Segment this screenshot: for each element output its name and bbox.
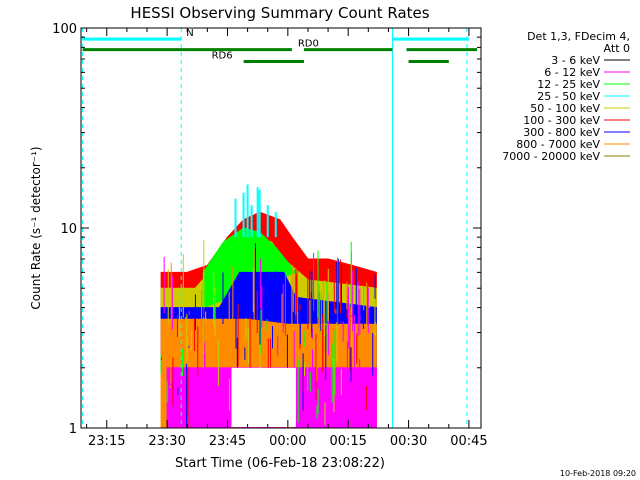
x-axis: 23:15 23:30 23:45 00:00 00:15 00:30 00:45 bbox=[86, 28, 488, 449]
legend-label: 6 - 12 keV bbox=[544, 66, 600, 79]
plot-area: N RD0 RD6 bbox=[82, 28, 477, 429]
annotation-label: RD6 bbox=[212, 50, 233, 61]
y-axis: 1 10 100 bbox=[52, 22, 481, 437]
chart-title: HESSI Observing Summary Count Rates bbox=[130, 4, 429, 22]
x-tick-label: 00:30 bbox=[390, 434, 427, 449]
footer-timestamp: 10-Feb-2018 09:20 bbox=[560, 469, 636, 478]
y-tick-label: 1 bbox=[69, 422, 77, 437]
x-tick-label: 23:15 bbox=[88, 434, 125, 449]
legend-label: 3 - 6 keV bbox=[551, 54, 600, 67]
legend-label: 25 - 50 keV bbox=[537, 90, 600, 103]
x-tick-label: 00:15 bbox=[329, 434, 366, 449]
legend-label: 100 - 300 keV bbox=[523, 114, 600, 127]
y-tick-label: 100 bbox=[52, 22, 77, 37]
legend-header-line2: Att 0 bbox=[604, 42, 630, 55]
x-tick-label: 00:00 bbox=[269, 434, 306, 449]
legend-header-line1: Det 1,3, FDecim 4, bbox=[527, 30, 630, 43]
low-rate-gap bbox=[231, 367, 296, 427]
legend-label: 7000 - 20000 keV bbox=[502, 150, 600, 163]
legend-label: 12 - 25 keV bbox=[537, 78, 600, 91]
annotation-label: RD0 bbox=[298, 39, 319, 50]
series-envelope-2 bbox=[202, 227, 297, 309]
x-tick-label: 00:45 bbox=[450, 434, 487, 449]
legend-label: 800 - 7000 keV bbox=[516, 138, 600, 151]
x-axis-label: Start Time (06-Feb-18 23:08:22) bbox=[175, 456, 385, 471]
y-axis-label: Count Rate (s⁻¹ detector⁻¹) bbox=[29, 146, 43, 309]
annotation-label: N bbox=[186, 28, 193, 39]
y-tick-label: 10 bbox=[60, 222, 77, 237]
x-tick-label: 23:45 bbox=[209, 434, 246, 449]
legend-label: 50 - 100 keV bbox=[530, 102, 600, 115]
x-tick-label: 23:30 bbox=[148, 434, 185, 449]
legend-label: 300 - 800 keV bbox=[523, 126, 600, 139]
